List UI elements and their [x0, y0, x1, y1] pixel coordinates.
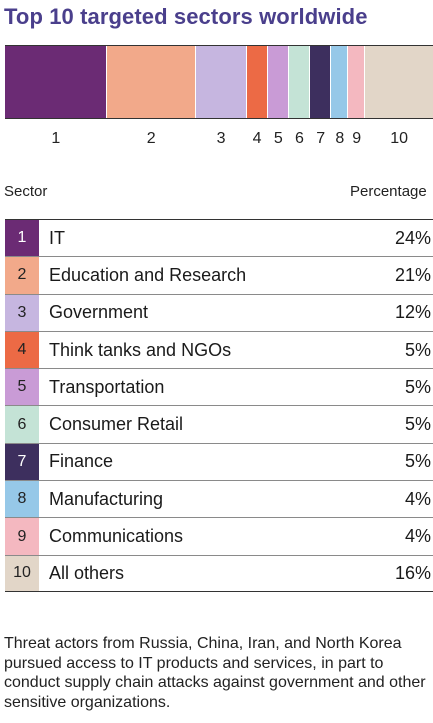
sector-percentage: 24% [394, 227, 431, 248]
table-row: 9 Communications 4% [5, 517, 433, 555]
bar-segment-label-2: 2 [146, 130, 156, 147]
bar-segment-label-1: 1 [51, 130, 61, 147]
sector-percentage: 5% [404, 451, 431, 472]
rank-badge: 5 [5, 369, 39, 406]
sector-percentage: 4% [404, 488, 431, 509]
table-row: 3 Government 12% [5, 293, 433, 331]
bar-segment-label-6: 6 [295, 130, 304, 147]
rank-badge: 8 [5, 481, 39, 518]
bar-segment-7 [310, 46, 332, 118]
table-row: 10 All others 16% [5, 554, 433, 592]
sector-percentage: 12% [394, 302, 431, 323]
rank-badge: 2 [5, 257, 39, 294]
table-row: 4 Think tanks and NGOs 5% [5, 330, 433, 369]
sector-percentage: 5% [404, 414, 431, 435]
rank-badge: 3 [5, 294, 39, 331]
table-row: 2 Education and Research 21% [5, 256, 433, 294]
bar-segment-label-10: 10 [390, 130, 408, 147]
bar-segment-5 [267, 46, 289, 118]
rank-badge: 6 [5, 406, 39, 443]
sector-name: All others [49, 562, 125, 583]
bar-segment-6 [288, 46, 311, 118]
rank-badge: 7 [5, 443, 39, 481]
bar-segment-3 [195, 46, 247, 118]
bar-segment-label-9: 9 [352, 130, 362, 147]
table-row: 8 Manufacturing 4% [5, 480, 433, 518]
stacked-bar [5, 45, 433, 119]
sector-name: Consumer Retail [49, 414, 184, 435]
bar-segment-9 [348, 46, 366, 118]
bar-segment-labels: 1 2 3 4 5 6 7 8 9 10 [5, 130, 433, 152]
sector-column-header: Sector [4, 183, 48, 200]
table-row: 7 Finance 5% [5, 442, 433, 481]
bar-segment-8 [331, 46, 349, 118]
bar-segment-label-5: 5 [273, 130, 283, 147]
sector-percentage: 21% [394, 264, 431, 285]
bar-segment-2 [106, 46, 196, 118]
bar-segment-10 [365, 46, 433, 118]
sector-name: Manufacturing [49, 488, 164, 509]
sector-name: Finance [49, 451, 114, 472]
chart-title: Top 10 targeted sectors worldwide [4, 4, 368, 29]
bar-segment-label-7: 7 [316, 130, 326, 147]
bar-segment-label-3: 3 [216, 130, 226, 147]
sector-name: IT [49, 227, 65, 248]
table-row: 5 Transportation 5% [5, 368, 433, 406]
table-row: 1 IT 24% [5, 219, 433, 257]
bar-segment-label-4: 4 [252, 130, 262, 147]
sector-name: Transportation [49, 376, 165, 397]
sector-table: 1 IT 24% 2 Education and Research 21% 3 Governm… [5, 219, 433, 592]
rank-badge: 4 [5, 331, 39, 369]
sector-percentage: 4% [404, 526, 431, 547]
percentage-column-header: Percentage [350, 183, 427, 200]
sector-percentage: 16% [394, 562, 431, 583]
rank-badge: 9 [5, 518, 39, 555]
sector-percentage: 5% [404, 339, 431, 360]
bar-segment-label-8: 8 [335, 130, 345, 147]
sector-percentage: 5% [404, 376, 431, 397]
sector-name: Think tanks and NGOs [49, 339, 232, 360]
bar-segment-4 [246, 46, 268, 118]
table-row: 6 Consumer Retail 5% [5, 405, 433, 443]
rank-badge: 1 [5, 220, 39, 257]
sector-name: Education and Research [49, 264, 247, 285]
footnote-text: Threat actors from Russia, China, Iran, … [4, 635, 426, 711]
bar-segment-1 [5, 46, 107, 118]
rank-badge: 10 [5, 555, 39, 591]
sector-name: Communications [49, 526, 184, 547]
sector-name: Government [49, 302, 149, 323]
